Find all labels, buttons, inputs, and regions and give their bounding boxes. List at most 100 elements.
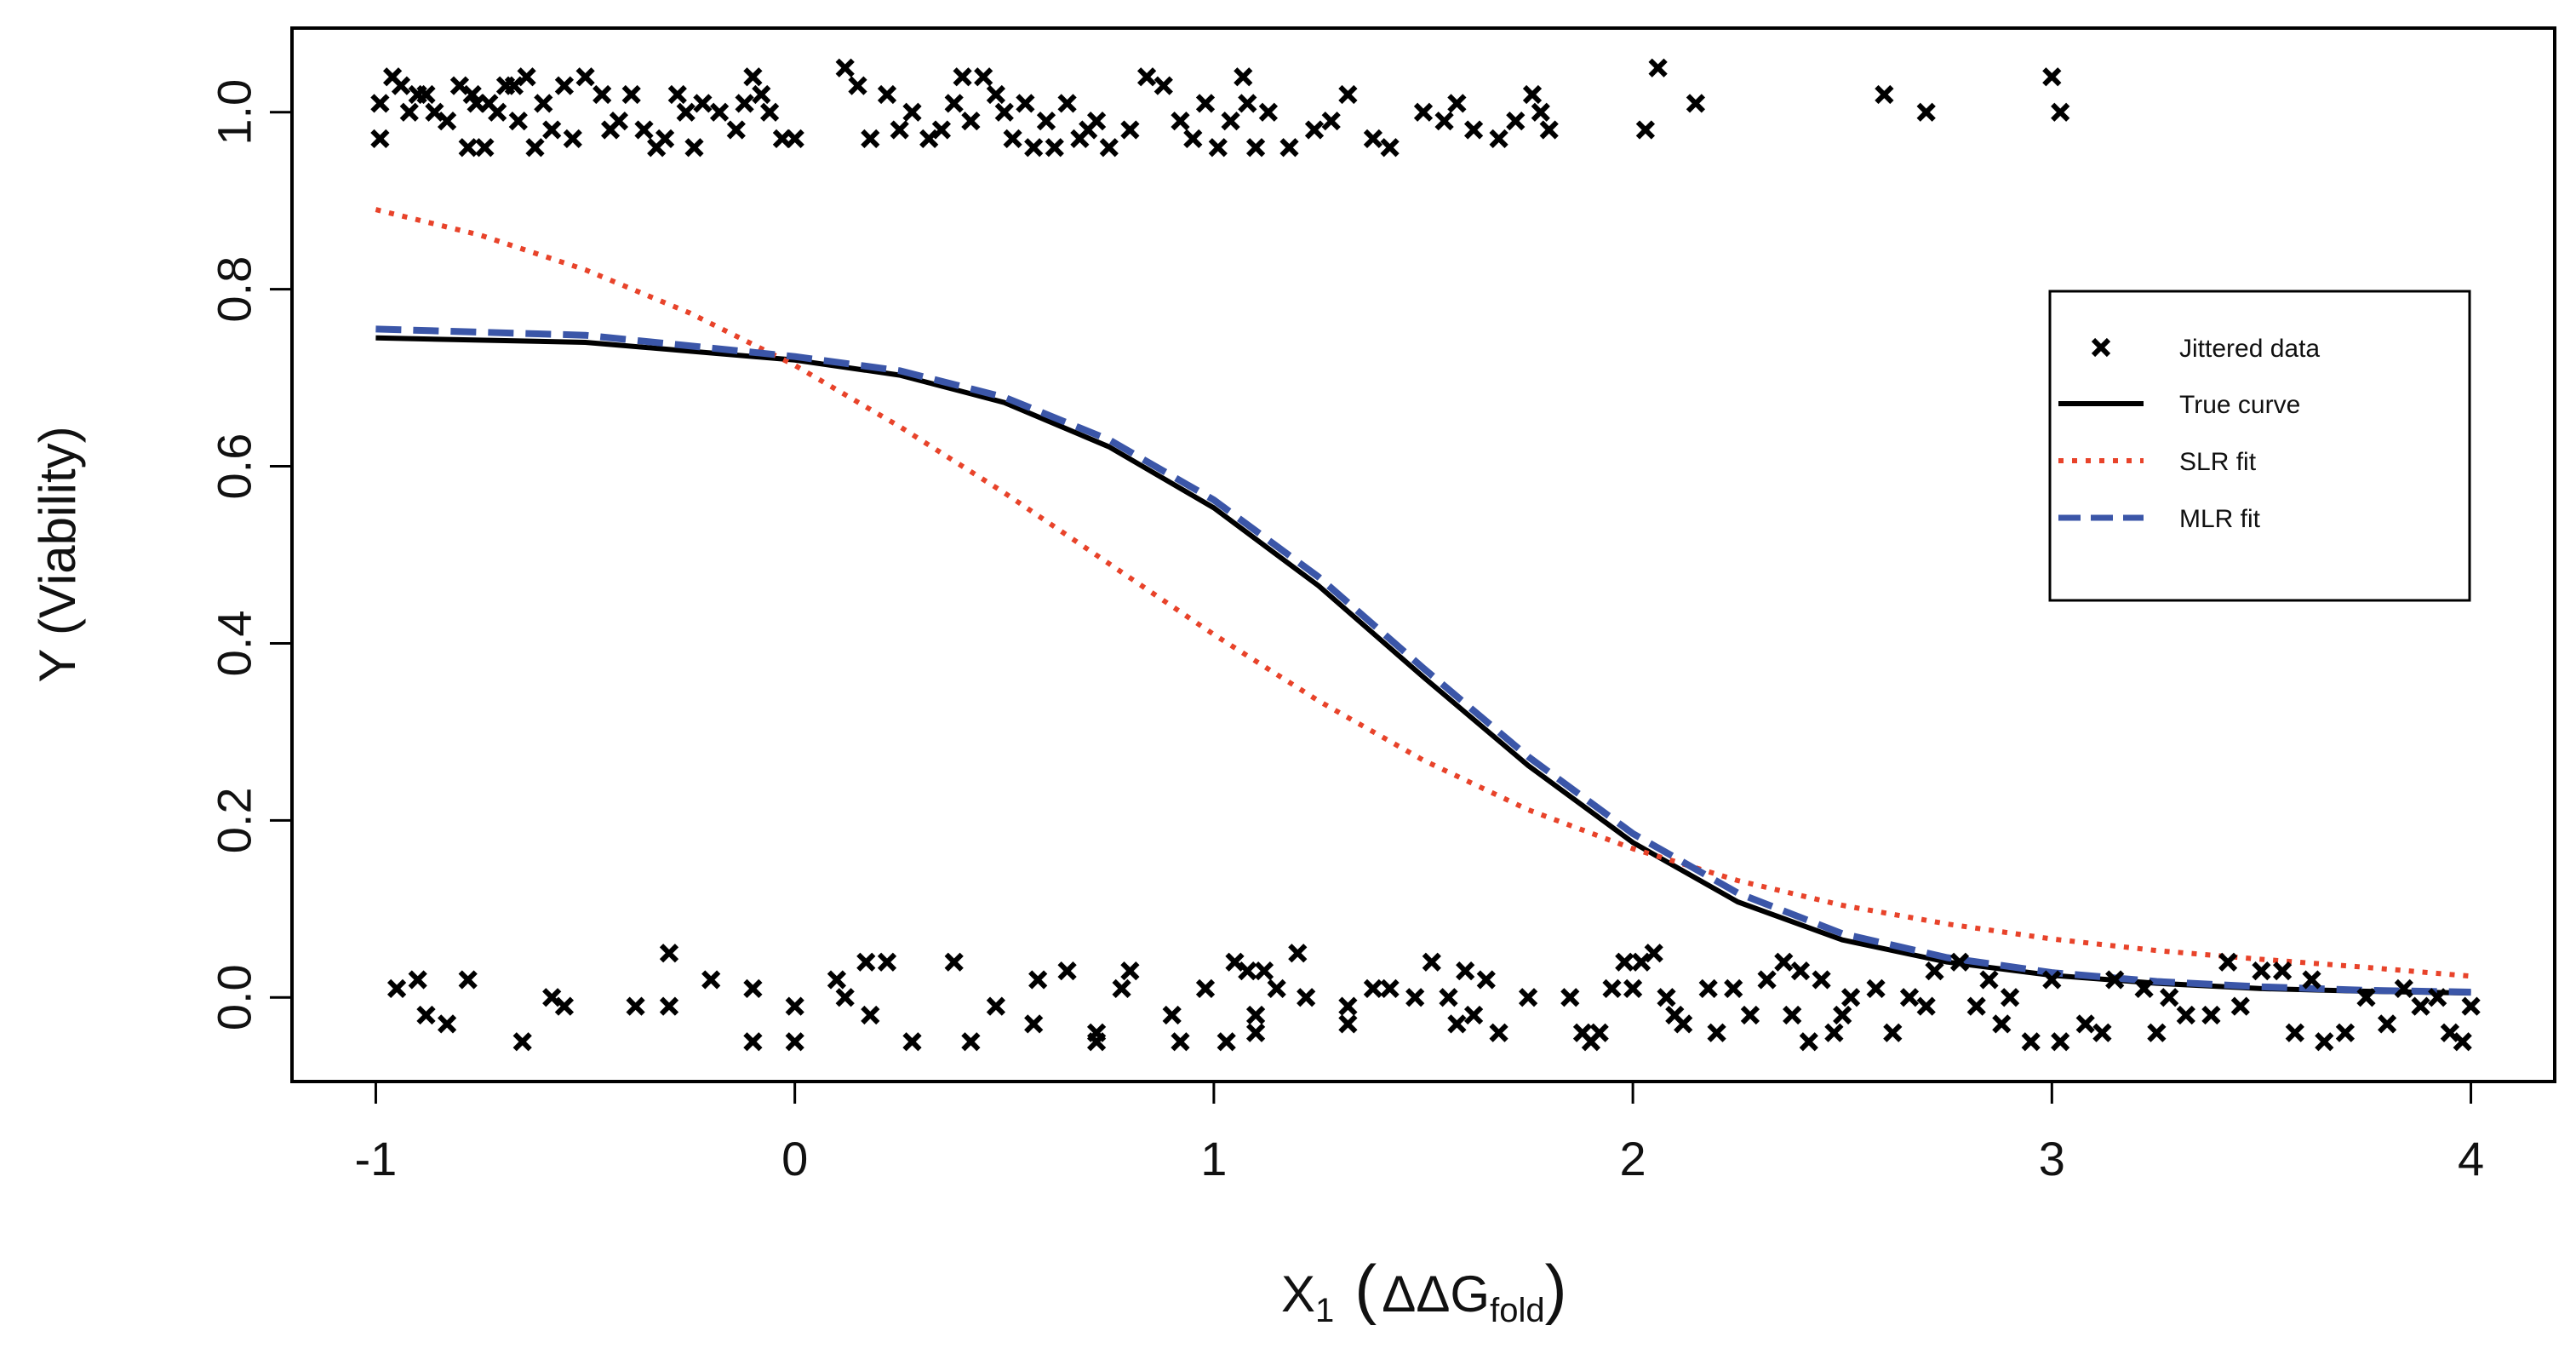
data-point: [1279, 138, 1299, 158]
data-point: [726, 120, 746, 140]
data-point: [1036, 111, 1056, 131]
data-point: [877, 84, 897, 105]
data-point: [1297, 988, 1316, 1007]
data-point: [2042, 970, 2062, 990]
data-point: [1136, 67, 1157, 87]
data-point: [1238, 961, 1257, 981]
data-point: [621, 84, 641, 105]
x-title-open-paren: (: [1354, 1251, 1377, 1326]
x-axis: -1 0 1 2 3 4: [355, 1080, 2484, 1185]
data-point: [1024, 138, 1044, 158]
data-point: [1304, 120, 1325, 140]
data-point: [676, 102, 696, 122]
data-point: [475, 138, 495, 158]
data-point: [1463, 1005, 1484, 1025]
x-tick-label: 0: [781, 1132, 808, 1185]
data-point: [554, 996, 575, 1016]
data-point: [2356, 988, 2376, 1007]
curves: [375, 207, 2471, 996]
y-tick-label: 0.4: [208, 611, 261, 677]
data-point: [1447, 1014, 1467, 1034]
data-point: [1338, 1014, 1358, 1034]
data-point: [785, 1032, 804, 1052]
slr-fit-line: [375, 207, 2471, 979]
data-point: [827, 970, 847, 990]
x-tick-label: 1: [1200, 1132, 1227, 1185]
x-tick-label: -1: [355, 1132, 398, 1185]
data-point: [1539, 120, 1559, 140]
data-point: [659, 944, 679, 963]
x-tick-label: 3: [2039, 1132, 2065, 1185]
data-point: [655, 129, 675, 149]
data-point: [1631, 952, 1652, 972]
data-point: [877, 952, 897, 972]
data-point: [1840, 988, 1861, 1007]
data-point: [1195, 94, 1216, 113]
data-point: [449, 76, 470, 95]
data-point: [488, 102, 507, 122]
legend-entry-jittered-data: Jittered data: [2091, 335, 2320, 363]
data-point: [1740, 1005, 1760, 1025]
y-tick-label: 0.6: [208, 433, 261, 500]
x-title-delta-subscript: fold: [1490, 1292, 1545, 1329]
data-point: [785, 996, 804, 1016]
data-point: [2218, 952, 2238, 972]
data-point: [1120, 961, 1140, 981]
data-point: [2051, 102, 2070, 122]
data-point: [1288, 944, 1308, 963]
data-point: [1623, 978, 1643, 999]
data-point: [542, 120, 562, 140]
legend-marker-x: [2091, 337, 2111, 358]
data-point: [1238, 94, 1257, 113]
x-title-delta: ΔΔG: [1382, 1265, 1490, 1323]
data-point: [458, 138, 478, 158]
legend-entry-true-curve: True curve: [2058, 391, 2300, 419]
data-point: [2453, 1032, 2472, 1052]
data-point: [1899, 988, 1920, 1007]
data-point: [1057, 94, 1077, 113]
data-point: [1267, 978, 1286, 999]
legend-entry-slr-fit: SLR fit: [2058, 448, 2257, 476]
data-point: [785, 129, 804, 149]
data-point: [890, 120, 909, 140]
data-point: [2201, 1005, 2221, 1025]
data-point: [1225, 952, 1245, 972]
data-point: [944, 952, 964, 972]
data-point: [1153, 76, 1173, 95]
data-point: [1028, 970, 1048, 990]
data-point: [2051, 1032, 2070, 1052]
data-point: [2160, 988, 2179, 1007]
data-point: [1338, 996, 1358, 1016]
data-point: [1506, 111, 1526, 131]
legend: Jittered data True curve SLR fit MLR fit: [2048, 290, 2471, 602]
data-point: [1338, 84, 1358, 105]
data-point: [1086, 1032, 1107, 1052]
data-point: [1686, 94, 1706, 113]
data-point: [961, 111, 981, 131]
data-point: [1916, 996, 1936, 1016]
data-point: [425, 102, 444, 122]
data-point: [1086, 111, 1107, 131]
data-point: [1531, 102, 1550, 122]
data-point: [2272, 961, 2293, 981]
data-point: [592, 84, 612, 105]
data-point: [861, 1005, 880, 1025]
data-point: [2092, 1023, 2112, 1042]
data-point: [902, 1032, 922, 1052]
data-point: [1221, 111, 1240, 131]
data-point: [1439, 988, 1458, 1007]
data-point: [743, 67, 763, 87]
data-point: [1560, 988, 1580, 1007]
data-point: [1489, 129, 1508, 149]
data-point: [1245, 138, 1266, 158]
data-point: [634, 120, 654, 140]
data-point: [693, 94, 713, 113]
data-point: [1615, 952, 1634, 972]
data-point: [1456, 961, 1475, 981]
data-point: [701, 970, 721, 990]
data-point: [504, 76, 524, 95]
data-point: [1866, 978, 1886, 999]
data-point: [399, 102, 419, 122]
data-point: [1099, 138, 1119, 158]
data-point: [1979, 970, 1999, 990]
